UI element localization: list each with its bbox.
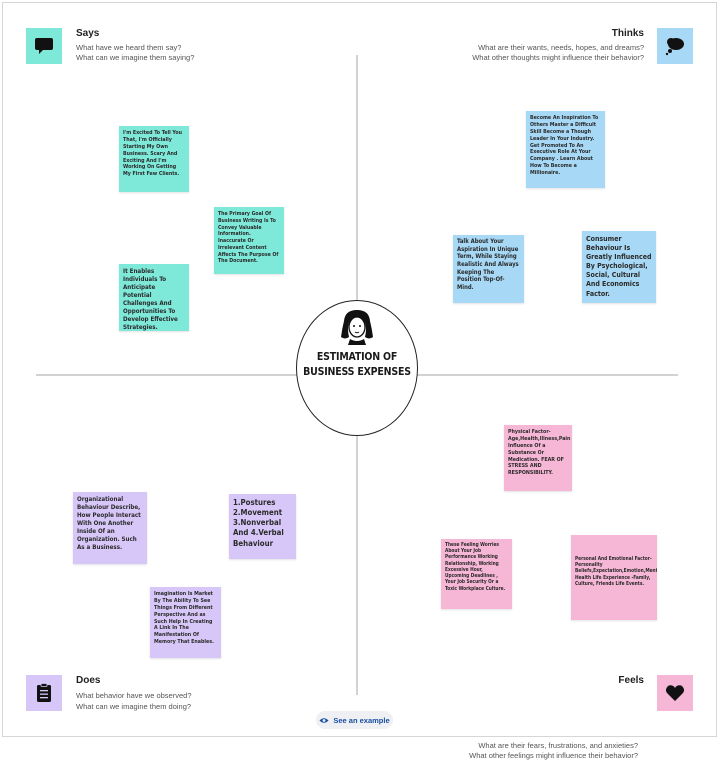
person-face-icon — [337, 307, 377, 347]
thought-cloud-icon — [657, 28, 693, 64]
feels-prompt-2: What other feelings might influence thei… — [469, 751, 638, 760]
center-title-line-2: BUSINESS EXPENSES — [303, 366, 411, 378]
says-note-2[interactable]: The Primary Goal Of Business Writing Is … — [214, 207, 284, 274]
eye-icon — [319, 717, 329, 724]
says-note-1[interactable]: I'm Excited To Tell You That, I'm Offici… — [119, 126, 189, 192]
says-prompt-2: What can we imagine them saying? — [76, 53, 195, 62]
says-title: Says — [76, 28, 100, 39]
heart-icon — [657, 675, 693, 711]
says-prompt-1: What have we heard them say? — [76, 43, 182, 52]
thinks-prompt-2: What other thoughts might influence thei… — [472, 53, 644, 62]
thinks-title: Thinks — [611, 28, 644, 39]
does-prompt-1: What behavior have we observed? — [76, 691, 192, 700]
thinks-note-3[interactable]: Consumer Behaviour Is Greatly Influenced… — [582, 231, 656, 303]
thinks-note-1[interactable]: Become An Inspiration To Others Master a… — [526, 111, 605, 188]
does-note-1[interactable]: Organizational Behaviour Describe, How P… — [73, 492, 147, 564]
feels-prompt-1: What are their fears, frustrations, and … — [478, 741, 638, 750]
says-note-3[interactable]: It Enables Individuals To Anticipate Pot… — [119, 264, 189, 331]
thinks-prompt-1: What are their wants, needs, hopes, and … — [478, 43, 644, 52]
feels-note-2[interactable]: These Feeling Worries About Your Job Per… — [441, 539, 512, 609]
does-title: Does — [76, 675, 101, 686]
does-note-2[interactable]: 1.Postures 2.Movement 3.Nonverbal And 4.… — [229, 494, 296, 559]
center-title: ESTIMATION OF BUSINESS EXPENSES — [296, 350, 418, 380]
does-prompt-2: What can we imagine them doing? — [76, 702, 192, 711]
center-title-line-1: ESTIMATION OF — [316, 351, 398, 363]
speech-bubble-icon — [26, 28, 62, 64]
does-note-3[interactable]: Imagination Is Market By The Ability To … — [150, 587, 221, 658]
feels-title: Feels — [618, 675, 644, 686]
clipboard-icon — [26, 675, 62, 711]
feels-note-3[interactable]: Personal And Emotional Factor- Personali… — [571, 535, 657, 620]
see-example-label: See an example — [333, 715, 390, 725]
see-example-button[interactable]: See an example — [316, 711, 393, 729]
thinks-note-2[interactable]: Talk About Your Aspiration In Unique Ter… — [453, 235, 524, 303]
feels-note-1[interactable]: Physical Factor- Age,Health,Illness,Pain… — [504, 425, 572, 491]
